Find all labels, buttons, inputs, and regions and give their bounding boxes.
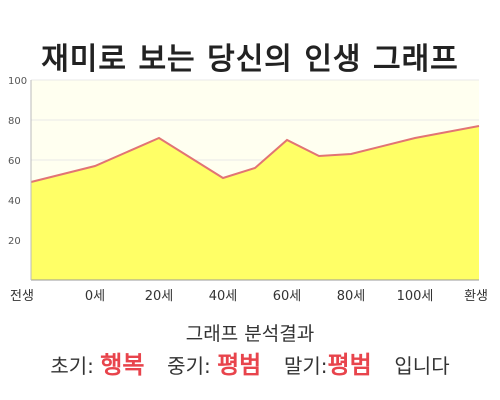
suffix: 입니다: [394, 354, 450, 378]
late-label: 말기:: [283, 354, 328, 378]
middle-label: 중기:: [167, 354, 211, 378]
life-area-line: [30, 125, 480, 183]
late-value: 평범: [327, 351, 372, 379]
x-tick-0: 전생: [10, 289, 34, 304]
y-tick-20: 20: [8, 236, 21, 247]
y-tick-100: 100: [8, 76, 27, 87]
summary-title: 그래프 분석결과: [185, 323, 315, 345]
summary-result: 초기: 행복 중기: 평범 말기:평범 입니다: [0, 345, 500, 380]
middle-value: 평범: [217, 351, 262, 379]
y-tick-80: 80: [8, 116, 21, 127]
life-area-fill: [31, 126, 479, 280]
early-label: 초기:: [50, 354, 94, 378]
chart-title: 재미로 보는 당신의 인생 그래프: [41, 42, 459, 77]
x-tick-5: 80세: [337, 289, 366, 304]
y-tick-labels: 20 40 60 80 100: [8, 76, 27, 247]
early-value: 행복: [100, 351, 145, 379]
y-tick-60: 60: [8, 156, 21, 167]
x-tick-2: 20세: [145, 289, 174, 304]
x-tick-6: 100세: [397, 289, 434, 304]
x-tick-1: 0세: [85, 289, 105, 304]
x-tick-labels: 전생 0세 20세 40세 60세 80세 100세 환생: [10, 289, 488, 304]
x-tick-4: 60세: [273, 289, 302, 304]
x-tick-7: 환생: [464, 289, 488, 304]
x-tick-3: 40세: [209, 289, 238, 304]
y-tick-40: 40: [8, 196, 21, 207]
